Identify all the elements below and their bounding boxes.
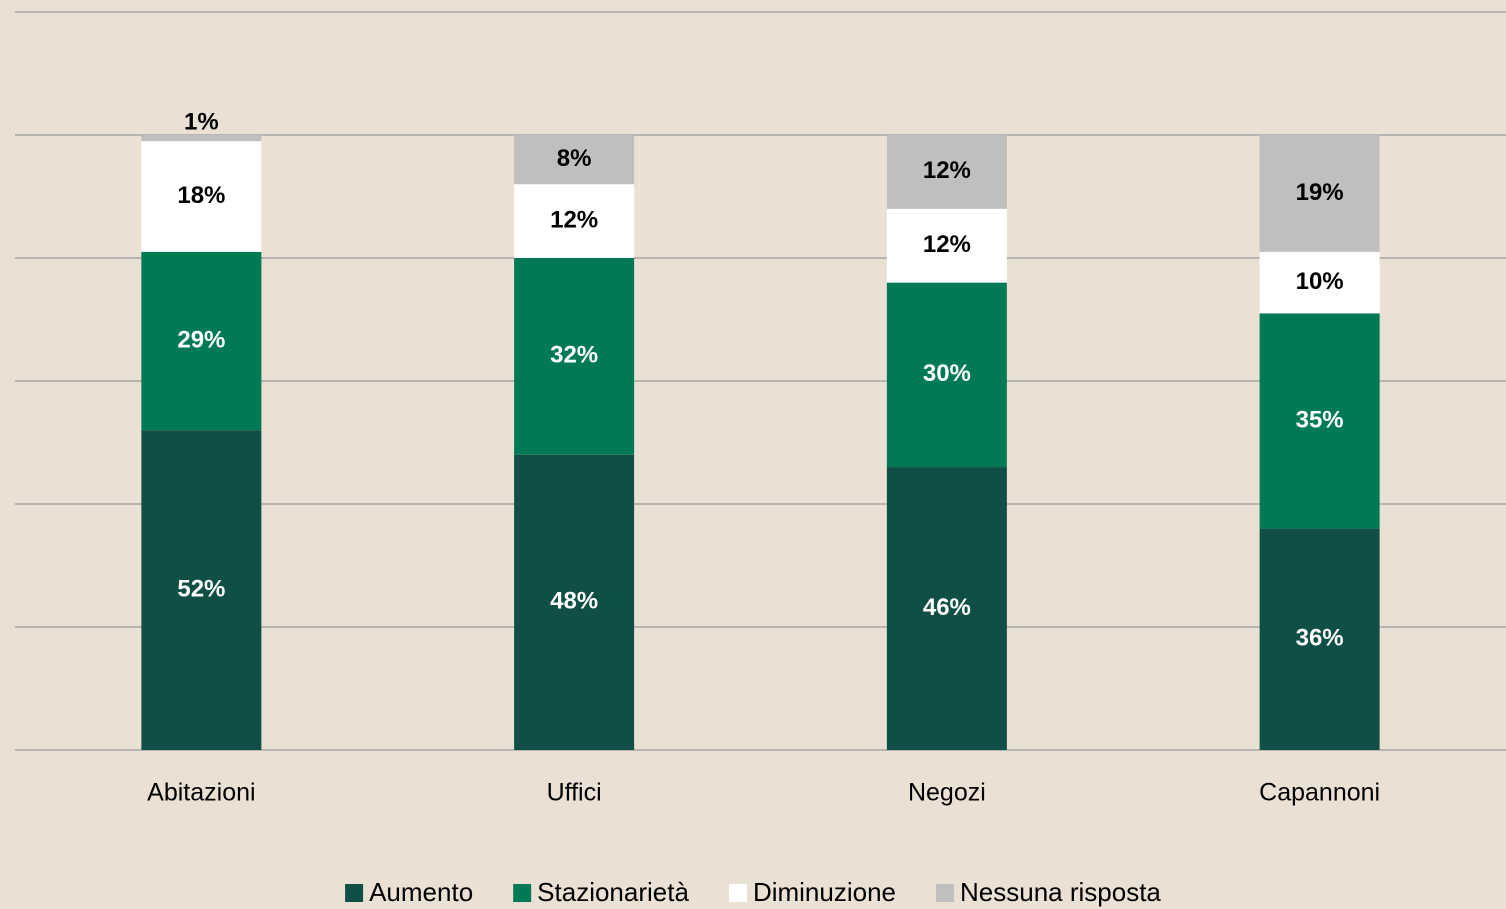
value-label: 19% (1296, 179, 1344, 206)
bar-segment (514, 454, 635, 750)
legend-label: Stazionarietà (537, 877, 689, 907)
value-label: 12% (550, 206, 598, 233)
bar-segment (514, 258, 635, 455)
legend-swatch (513, 884, 532, 902)
legend-label: Aumento (369, 877, 473, 907)
x-tick-label: Uffici (547, 779, 602, 807)
bar-segment (886, 135, 1007, 209)
value-label: 29% (177, 326, 225, 353)
value-label: 18% (177, 182, 225, 209)
legend-label: Diminuzione (753, 877, 896, 907)
bar-segment (141, 141, 262, 252)
bar-segment (1259, 251, 1380, 314)
legend-label: Nessuna risposta (960, 877, 1161, 907)
bar-segment (1259, 135, 1380, 252)
value-label: 32% (550, 342, 598, 369)
x-tick-label: Abitazioni (147, 779, 255, 807)
value-label: 46% (923, 594, 971, 621)
bar-segment (886, 467, 1007, 750)
value-label: 10% (1296, 268, 1344, 295)
value-label: 12% (923, 231, 971, 258)
value-label: 48% (550, 588, 598, 615)
bar-segment (514, 184, 635, 258)
legend-swatch (728, 884, 747, 902)
value-label: 52% (177, 575, 225, 602)
bar-segment (886, 282, 1007, 468)
bar-segment (141, 430, 262, 750)
value-label: 8% (557, 145, 592, 172)
value-label: 1% (184, 108, 219, 135)
x-tick-label: Capannoni (1259, 779, 1380, 807)
x-tick-label: Negozi (908, 779, 986, 807)
bar-segment (514, 135, 635, 185)
legend-swatch (936, 884, 955, 902)
bar-segment (141, 251, 262, 431)
value-label: 35% (1296, 406, 1344, 433)
value-label: 30% (923, 360, 971, 387)
value-label: 36% (1296, 625, 1344, 652)
legend-swatch (345, 884, 364, 902)
bar-segment (1259, 313, 1380, 529)
bar-segment (141, 135, 262, 142)
value-label: 12% (923, 157, 971, 184)
bar-segment (886, 208, 1007, 283)
bar-segment (1259, 528, 1380, 750)
